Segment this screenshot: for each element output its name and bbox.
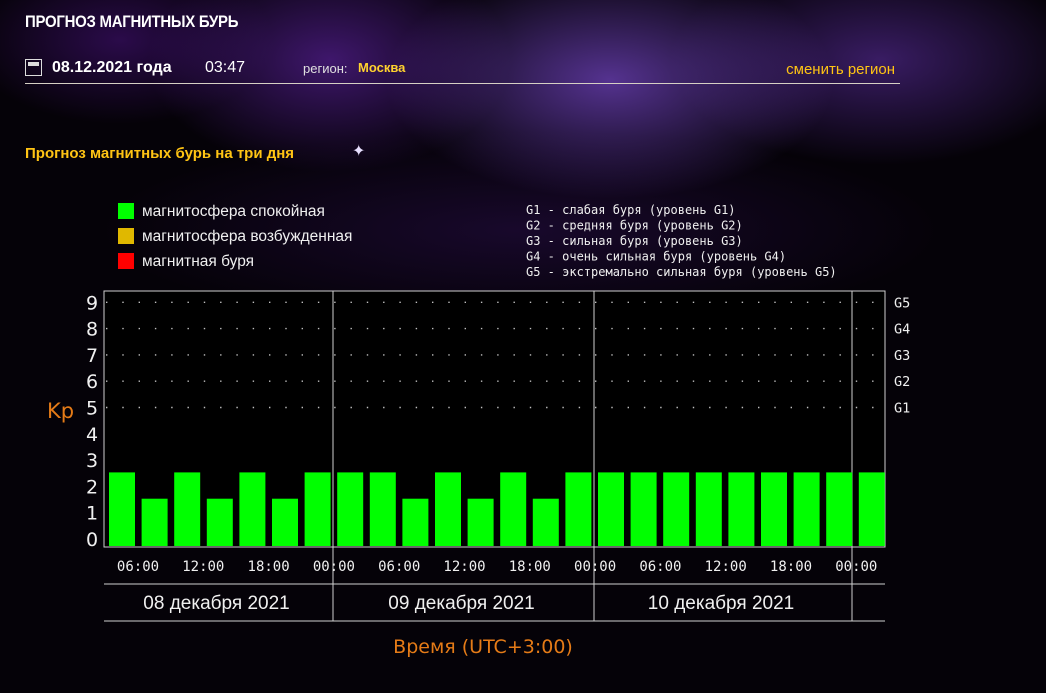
chart-legend: магнитосфера спокойная магнитосфера возбу…: [118, 203, 352, 270]
kp-bar: [141, 498, 168, 546]
legend-label: магнитосфера возбужденная: [142, 228, 352, 245]
sparkle-icon: ✦: [352, 143, 366, 160]
change-region-link[interactable]: сменить регион: [786, 61, 895, 78]
calendar-icon: [25, 59, 42, 76]
storm-level-description: G4 - очень сильная буря (уровень G4): [526, 250, 786, 264]
x-tick-label: 06:00: [117, 559, 159, 575]
kp-bar: [109, 472, 135, 546]
legend-label: магнитосфера спокойная: [142, 203, 325, 220]
y-axis-label: Kp: [47, 399, 74, 423]
y-tick-label: 9: [86, 292, 98, 314]
kp-bar: [858, 472, 885, 546]
y-axis: 0 1 2 3 4 5 6 7 8 9: [86, 292, 98, 551]
kp-bar: [435, 472, 461, 546]
kp-bar: [793, 472, 820, 546]
site-title: ПРОГНОЗ МАГНИТНЫХ БУРЬ: [25, 12, 239, 31]
day-label: 08 декабря 2021: [143, 593, 289, 614]
kp-bar: [695, 472, 722, 546]
x-tick-label: 06:00: [378, 559, 420, 575]
x-tick-label: 12:00: [182, 559, 224, 575]
y-tick-label: 8: [86, 319, 98, 341]
kp-bar: [239, 472, 266, 546]
legend-swatch: [118, 203, 134, 219]
section-title: Прогноз магнитных бурь на три дня: [25, 145, 295, 162]
g-level-tick-label: G4: [894, 322, 910, 338]
x-axis-label: Время (UTC+3:00): [393, 636, 573, 658]
kp-bar: [728, 472, 755, 546]
legend-swatch: [118, 253, 134, 269]
storm-level-legend: G1 - слабая буря (уровень G1) G2 - средня…: [526, 203, 837, 279]
kp-bar: [174, 472, 201, 546]
y-tick-label: 6: [86, 371, 98, 393]
y-tick-label: 7: [86, 345, 98, 367]
x-tick-label: 18:00: [509, 559, 551, 575]
kp-bar: [304, 472, 331, 546]
bar-series: [109, 472, 885, 546]
day-label: 09 декабря 2021: [388, 593, 534, 614]
y-tick-label: 2: [86, 476, 98, 498]
g-level-axis: G1 G2 G3 G4 G5: [894, 295, 910, 416]
region-value: Москва: [358, 60, 406, 75]
x-tick-label: 06:00: [639, 559, 681, 575]
kp-bar: [369, 472, 396, 546]
storm-level-description: G2 - средняя буря (уровень G2): [526, 219, 743, 233]
y-tick-label: 0: [86, 529, 98, 551]
y-tick-label: 5: [86, 398, 98, 420]
g-level-tick-label: G1: [894, 401, 910, 417]
kp-bar: [402, 498, 429, 546]
storm-level-description: G1 - слабая буря (уровень G1): [526, 203, 736, 217]
x-tick-label: 12:00: [443, 559, 485, 575]
g-level-tick-label: G2: [894, 374, 910, 390]
region-label: регион:: [303, 61, 348, 76]
kp-bar: [532, 498, 559, 546]
g-level-tick-label: G5: [894, 295, 910, 311]
g-level-tick-label: G3: [894, 348, 910, 364]
kp-bar: [272, 498, 298, 546]
kp-bar: [565, 472, 592, 546]
plot-area: [103, 290, 886, 548]
legend-label: магнитная буря: [142, 253, 254, 270]
x-axis: 06:00 12:00 18:00 00:00 06:00 12:00 18:00 00:00…: [104, 547, 885, 622]
x-tick-label: 00:00: [574, 559, 616, 575]
current-time: 03:47: [205, 59, 246, 76]
x-tick-label: 18:00: [770, 559, 812, 575]
x-tick-label: 00:00: [835, 559, 877, 575]
x-tick-label: 18:00: [248, 559, 290, 575]
kp-bar: [500, 472, 527, 546]
legend-swatch: [118, 228, 134, 244]
x-tick-label: 00:00: [313, 559, 355, 575]
x-tick-label: 12:00: [705, 559, 747, 575]
y-tick-label: 1: [86, 503, 98, 525]
kp-bar: [826, 472, 853, 546]
y-tick-label: 4: [86, 424, 98, 446]
kp-bar: [206, 498, 233, 546]
y-tick-label: 3: [86, 450, 98, 472]
day-label: 10 декабря 2021: [648, 593, 794, 614]
top-bar: 08.12.2021 года 03:47 регион: Москва сме…: [25, 57, 900, 84]
kp-bar: [761, 472, 787, 546]
kp-bar: [598, 472, 624, 546]
kp-bar: [337, 472, 364, 546]
storm-level-description: G5 - экстремально сильная буря (уровень …: [526, 265, 837, 279]
kp-bar: [467, 498, 494, 546]
current-date: 08.12.2021 года: [52, 59, 172, 76]
storm-level-description: G3 - сильная буря (уровень G3): [526, 234, 743, 248]
kp-bar: [663, 472, 690, 546]
kp-bar: [630, 472, 657, 546]
